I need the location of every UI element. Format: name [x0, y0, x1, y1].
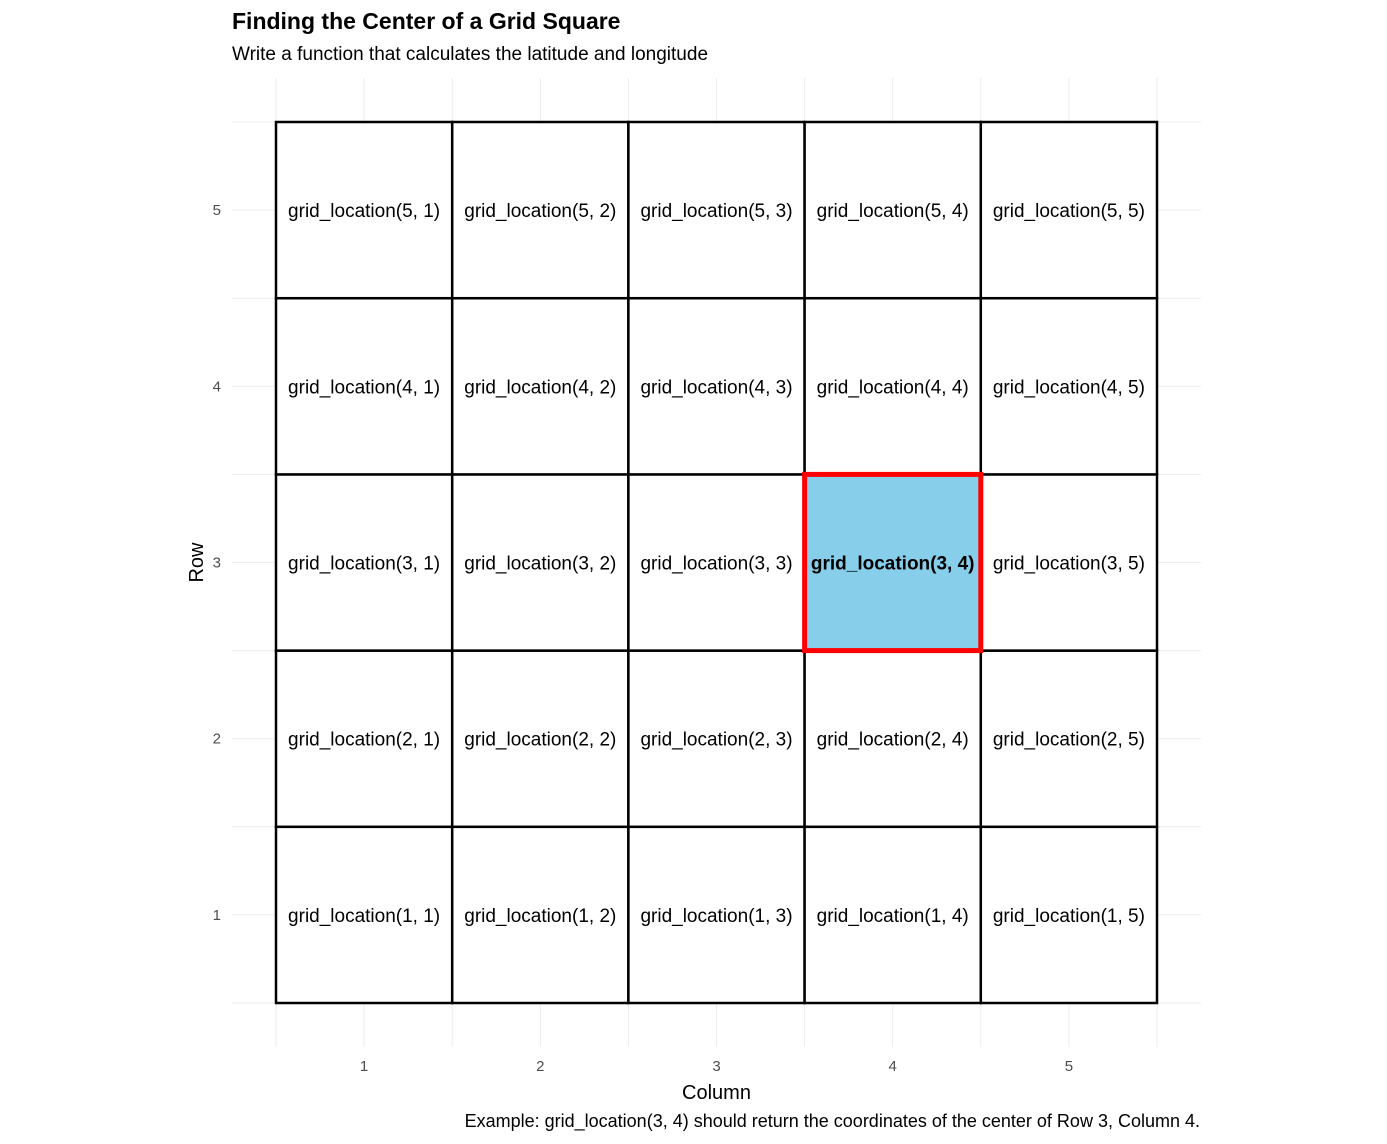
x-axis-label: Column [682, 1082, 751, 1104]
grid-cell [450, 120, 630, 300]
cell-label: grid_location(4, 4) [817, 377, 969, 398]
grid-cell [450, 296, 630, 476]
x-tick-label: 4 [889, 1058, 897, 1075]
cell-label: grid_location(4, 2) [464, 377, 616, 398]
cell-label: grid_location(4, 5) [993, 377, 1145, 398]
cell-label: grid_location(4, 1) [288, 377, 440, 398]
grid-cell [803, 120, 983, 300]
cell-label: grid_location(3, 2) [464, 554, 616, 575]
grid-cell [274, 120, 454, 300]
cell-label: grid_location(1, 3) [640, 906, 792, 927]
axes: 1 2 3 4 5 1 2 3 4 5 Column Row [186, 202, 1073, 1104]
grid-cell [274, 473, 454, 652]
grid-cell [274, 649, 454, 829]
cell-label: grid_location(1, 2) [464, 906, 616, 927]
cell-label: grid_location(5, 1) [288, 201, 440, 222]
y-tick-label: 4 [213, 378, 221, 395]
grid-cell [979, 296, 1159, 476]
cell-label: grid_location(2, 5) [993, 730, 1145, 751]
grid-cell [803, 473, 983, 652]
grid-cell [627, 649, 806, 829]
highlight-layer [802, 471, 984, 654]
grid-cell [979, 473, 1159, 652]
x-tick-label: 3 [712, 1058, 720, 1075]
grid-cell [979, 120, 1159, 300]
y-tick-label: 5 [213, 202, 221, 219]
x-tick-label: 1 [360, 1058, 368, 1075]
cell-label: grid_location(5, 5) [993, 201, 1145, 222]
cell-label: grid_location(1, 5) [993, 906, 1145, 927]
grid-cell [627, 296, 806, 476]
cell-label: grid_location(2, 1) [288, 730, 440, 751]
highlight-border [802, 471, 984, 654]
y-tick-label: 2 [213, 731, 221, 748]
grid-cell [979, 825, 1159, 1005]
cell-label: grid_location(1, 1) [288, 906, 440, 927]
cell-label: grid_location(2, 2) [464, 730, 616, 751]
cell-label: grid_location(5, 3) [640, 201, 792, 222]
grid-cell [979, 649, 1159, 829]
chart-title: Finding the Center of a Grid Square [232, 8, 621, 34]
highlighted-cell-label: grid_location(3, 4) [811, 554, 975, 575]
grid-cell [627, 473, 806, 652]
chart-caption: Example: grid_location(3, 4) should retu… [464, 1111, 1200, 1131]
grid-cell [803, 825, 983, 1005]
cell-label: grid_location(4, 3) [640, 377, 792, 398]
y-tick-label: 1 [213, 907, 221, 924]
cell-label: grid_location(2, 3) [640, 730, 792, 751]
grid-cell [803, 296, 983, 476]
grid-cell [450, 473, 630, 652]
cell-label: grid_location(5, 2) [464, 201, 616, 222]
chart-subtitle: Write a function that calculates the lat… [232, 44, 709, 65]
grid-cell [274, 296, 454, 476]
cell-label: grid_location(2, 4) [817, 730, 969, 751]
cell-label: grid_location(5, 4) [817, 201, 969, 222]
cell-label: grid_location(1, 4) [817, 906, 969, 927]
grid-cell [627, 120, 806, 300]
grid-cells: grid_location(1, 1) grid_location(1, 2) gr… [274, 120, 1159, 1005]
cell-label: grid_location(3, 5) [993, 554, 1145, 575]
cell-label: grid_location(3, 3) [640, 554, 792, 575]
y-tick-label: 3 [213, 555, 221, 572]
y-axis-label: Row [186, 542, 208, 583]
cell-label: grid_location(3, 1) [288, 554, 440, 575]
x-tick-label: 5 [1065, 1058, 1073, 1075]
x-tick-label: 2 [536, 1058, 544, 1075]
grid-cell [450, 825, 630, 1005]
